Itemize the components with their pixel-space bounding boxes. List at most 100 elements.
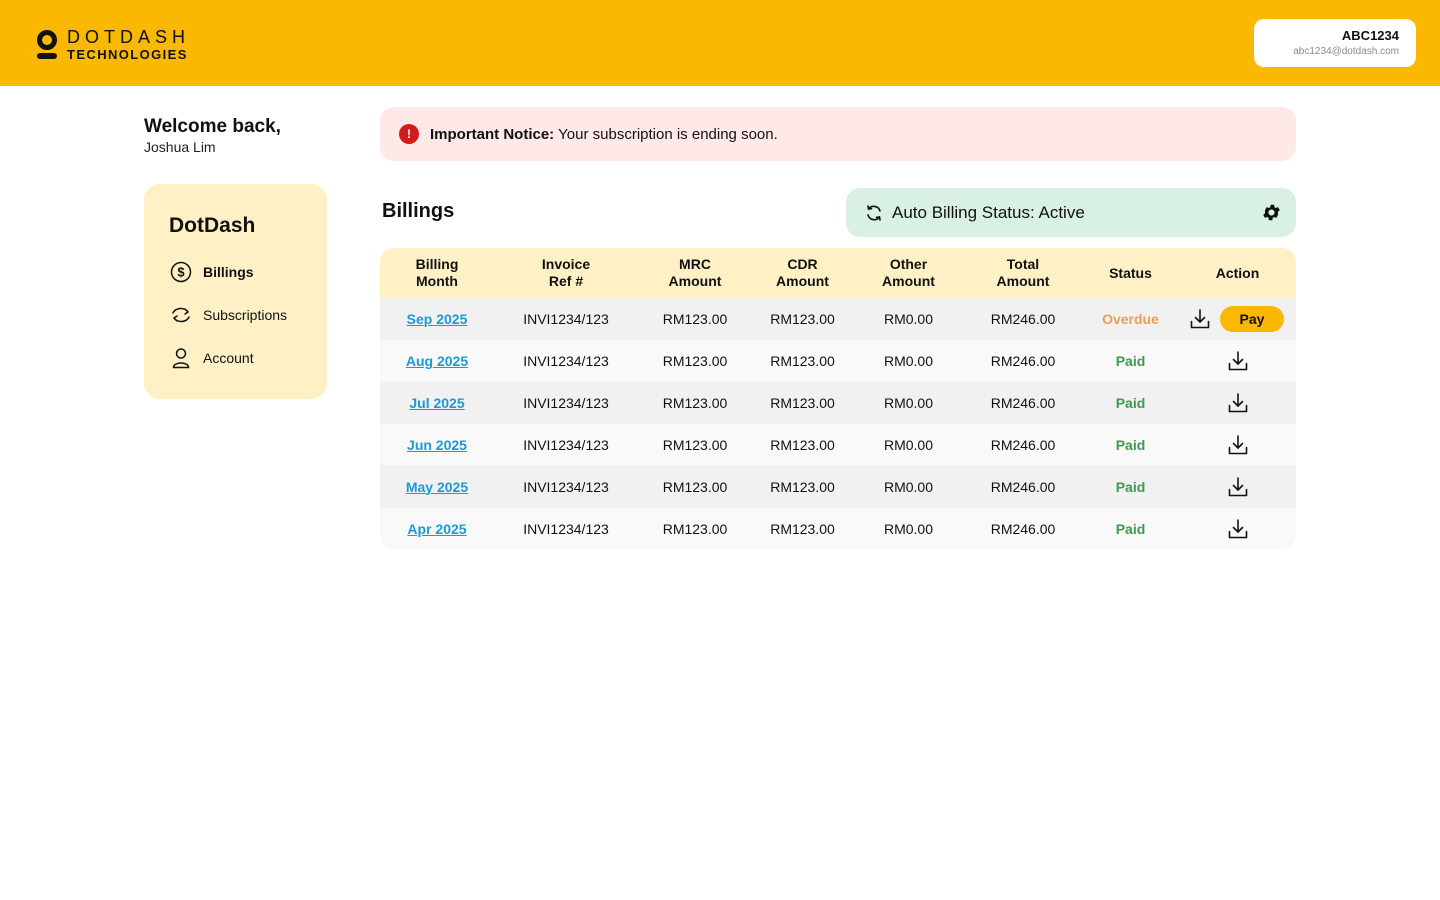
table-row: Apr 2025 INVI1234/123 RM123.00 RM123.00 RM0.… bbox=[380, 508, 1296, 549]
svg-text:$: $ bbox=[177, 265, 185, 280]
refresh-icon bbox=[865, 204, 883, 222]
row-actions bbox=[1179, 391, 1296, 415]
cdr-amount: RM123.00 bbox=[770, 436, 835, 453]
table-row: Aug 2025 INVI1234/123 RM123.00 RM123.00 RM0.… bbox=[380, 340, 1296, 382]
download-icon[interactable] bbox=[1188, 307, 1212, 331]
logo-line1: DOTDASH bbox=[67, 27, 191, 47]
cdr-amount: RM123.00 bbox=[770, 520, 835, 537]
sidebar-item-subscriptions[interactable]: Subscriptions bbox=[170, 303, 287, 327]
table-row: Jun 2025 INVI1234/123 RM123.00 RM123.00 RM0.… bbox=[380, 424, 1296, 465]
status-badge: Overdue bbox=[1102, 311, 1159, 327]
sidebar-item-label: Billings bbox=[203, 264, 254, 280]
other-amount: RM0.00 bbox=[883, 436, 934, 453]
column-header: CDR Amount bbox=[776, 256, 829, 289]
status-badge: Paid bbox=[1115, 395, 1146, 411]
download-icon[interactable] bbox=[1226, 475, 1250, 499]
row-actions bbox=[1179, 349, 1296, 373]
notice-message: Your subscription is ending soon. bbox=[558, 125, 778, 143]
status-badge: Paid bbox=[1115, 436, 1146, 453]
mrc-amount: RM123.00 bbox=[662, 311, 728, 327]
billing-month-link[interactable]: Apr 2025 bbox=[407, 520, 467, 537]
row-actions bbox=[1179, 517, 1296, 541]
other-amount: RM0.00 bbox=[883, 478, 934, 495]
top-bar: DOTDASH TECHNOLOGIES ABC1234 abc1234@dot… bbox=[0, 0, 1440, 86]
column-header: Status bbox=[1109, 264, 1152, 281]
mrc-amount: RM123.00 bbox=[662, 436, 728, 453]
status-badge: Paid bbox=[1115, 520, 1146, 537]
alert-icon: ! bbox=[399, 124, 419, 144]
row-actions bbox=[1179, 475, 1296, 499]
total-amount: RM246.00 bbox=[990, 520, 1056, 537]
notice-title: Important Notice: bbox=[430, 125, 555, 143]
row-actions bbox=[1179, 433, 1296, 457]
sidebar-item-billings[interactable]: $ Billings bbox=[170, 260, 254, 284]
logo-mark-icon bbox=[37, 29, 58, 60]
sidebar: DotDash $ Billings Subscriptions Account bbox=[144, 184, 327, 399]
cdr-amount: RM123.00 bbox=[770, 353, 835, 369]
important-notice: ! Important Notice: Your subscription is… bbox=[380, 107, 1296, 161]
column-header: Billing Month bbox=[415, 256, 459, 289]
welcome-block: Welcome back, Joshua Lim bbox=[144, 116, 281, 155]
cdr-amount: RM123.00 bbox=[770, 478, 835, 495]
column-header: MRC Amount bbox=[668, 256, 722, 289]
table-row: Sep 2025 INVI1234/123 RM123.00 RM123.00 RM0.… bbox=[380, 298, 1296, 340]
invoice-ref: INVI1234/123 bbox=[523, 395, 609, 411]
pay-button[interactable]: Pay bbox=[1220, 306, 1284, 332]
company-logo[interactable]: DOTDASH TECHNOLOGIES bbox=[37, 28, 190, 61]
status-badge: Paid bbox=[1115, 353, 1146, 369]
mrc-amount: RM123.00 bbox=[662, 520, 728, 537]
welcome-greeting: Welcome back, bbox=[144, 116, 281, 137]
cdr-amount: RM123.00 bbox=[770, 311, 835, 327]
billing-month-link[interactable]: Aug 2025 bbox=[405, 353, 469, 369]
logo-line2: TECHNOLOGIES bbox=[67, 47, 188, 62]
auto-billing-text: Auto Billing Status: Active bbox=[892, 202, 1085, 222]
refresh-icon bbox=[170, 304, 192, 326]
auto-billing-status: Auto Billing Status: Active bbox=[846, 188, 1296, 237]
invoice-ref: INVI1234/123 bbox=[523, 520, 609, 537]
status-badge: Paid bbox=[1115, 478, 1146, 495]
row-actions: Pay bbox=[1179, 306, 1296, 332]
mrc-amount: RM123.00 bbox=[662, 353, 728, 369]
download-icon[interactable] bbox=[1226, 517, 1250, 541]
table-row: May 2025 INVI1234/123 RM123.00 RM123.00 RM0.… bbox=[380, 465, 1296, 508]
column-header: Invoice Ref # bbox=[541, 256, 591, 289]
invoice-ref: INVI1234/123 bbox=[523, 436, 609, 453]
dollar-circle-icon: $ bbox=[170, 261, 192, 283]
account-email: abc1234@dotdash.com bbox=[1293, 46, 1399, 57]
column-header: Total Amount bbox=[996, 256, 1050, 289]
account-id: ABC1234 bbox=[1341, 28, 1399, 43]
sidebar-item-account[interactable]: Account bbox=[170, 346, 254, 370]
other-amount: RM0.00 bbox=[883, 520, 934, 537]
sidebar-item-label: Account bbox=[203, 350, 254, 366]
other-amount: RM0.00 bbox=[883, 395, 934, 411]
mrc-amount: RM123.00 bbox=[662, 395, 728, 411]
billing-month-link[interactable]: Sep 2025 bbox=[406, 311, 468, 327]
invoice-ref: INVI1234/123 bbox=[523, 311, 609, 327]
user-icon bbox=[170, 347, 192, 369]
table-header: Billing Month Invoice Ref # MRC Amount C… bbox=[380, 248, 1296, 298]
mrc-amount: RM123.00 bbox=[662, 478, 728, 495]
total-amount: RM246.00 bbox=[990, 478, 1056, 495]
sidebar-brand: DotDash bbox=[169, 214, 256, 237]
download-icon[interactable] bbox=[1226, 433, 1250, 457]
total-amount: RM246.00 bbox=[990, 353, 1056, 369]
invoice-ref: INVI1234/123 bbox=[523, 478, 609, 495]
total-amount: RM246.00 bbox=[990, 395, 1056, 411]
table-body: Sep 2025 INVI1234/123 RM123.00 RM123.00 RM0.… bbox=[380, 298, 1296, 549]
download-icon[interactable] bbox=[1226, 349, 1250, 373]
account-menu[interactable]: ABC1234 abc1234@dotdash.com bbox=[1254, 19, 1416, 67]
billing-month-link[interactable]: Jul 2025 bbox=[409, 395, 465, 411]
sidebar-item-label: Subscriptions bbox=[203, 307, 288, 323]
download-icon[interactable] bbox=[1226, 391, 1250, 415]
page-title: Billings bbox=[382, 200, 455, 222]
other-amount: RM0.00 bbox=[883, 353, 934, 369]
gear-icon[interactable] bbox=[1261, 202, 1282, 223]
total-amount: RM246.00 bbox=[990, 436, 1056, 453]
other-amount: RM0.00 bbox=[883, 311, 934, 327]
user-name: Joshua Lim bbox=[144, 139, 216, 155]
total-amount: RM246.00 bbox=[990, 311, 1056, 327]
billing-month-link[interactable]: May 2025 bbox=[405, 478, 469, 495]
billing-month-link[interactable]: Jun 2025 bbox=[407, 436, 467, 453]
invoice-ref: INVI1234/123 bbox=[523, 353, 609, 369]
table-row: Jul 2025 INVI1234/123 RM123.00 RM123.00 RM0.… bbox=[380, 382, 1296, 424]
